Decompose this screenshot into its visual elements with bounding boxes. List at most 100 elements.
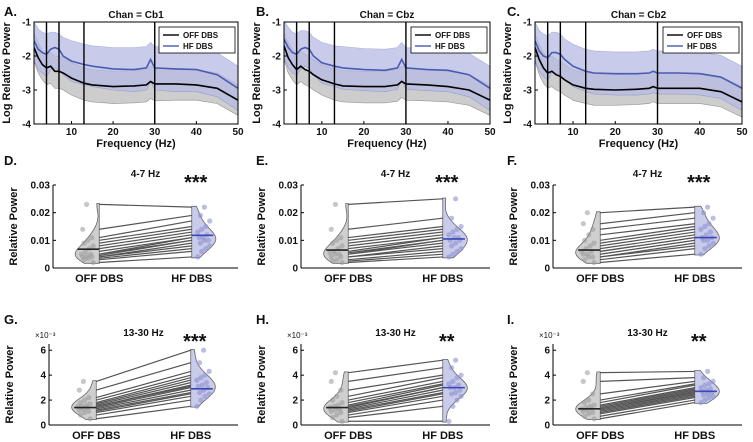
legend-label-hf: HF DBS [687, 42, 717, 51]
data-point-hf [453, 390, 459, 396]
data-point-hf [197, 360, 203, 366]
category-label-hf: HF DBS [422, 430, 463, 442]
paired-line [348, 253, 443, 262]
data-point-hf [195, 254, 201, 260]
paired-line [96, 362, 191, 391]
y-tick-label: 0 [544, 421, 550, 432]
data-point-hf [702, 246, 708, 252]
category-label-off: OFF DBS [576, 273, 624, 285]
data-point-off [88, 251, 94, 257]
data-point-hf [198, 375, 204, 381]
legend-box [662, 26, 740, 54]
y-tick-label: -2 [22, 52, 31, 63]
data-point-hf [197, 212, 203, 218]
chart-title: 13-30 Hz [375, 328, 416, 339]
data-point-off [590, 226, 596, 232]
band-hf [284, 22, 490, 111]
paired-line [96, 405, 191, 420]
data-point-off [334, 393, 340, 399]
data-point-hf [450, 251, 456, 257]
data-point-hf [706, 381, 712, 387]
chart-title: Chan = Cb1 [108, 10, 164, 21]
data-point-hf [705, 204, 711, 210]
paired-line [348, 392, 443, 411]
paired-line [600, 399, 695, 417]
paired-line [348, 405, 443, 419]
data-point-hf [207, 218, 213, 224]
y-tick-label: 6 [40, 346, 46, 357]
paired-line [348, 395, 443, 414]
data-point-hf [703, 232, 709, 238]
chart-title: 4-7 Hz [633, 169, 662, 180]
panel-f: 0 0.01 0.02 0.03 OFF DBS HF DBS 4-7 Hz Relative… [508, 169, 742, 285]
paired-line [600, 395, 695, 414]
data-point-off [84, 253, 90, 259]
paired-line [348, 217, 443, 230]
paired-line [600, 242, 695, 258]
y-tick-label: -4 [22, 120, 31, 131]
paired-line [600, 390, 695, 410]
paired-line [348, 239, 443, 254]
data-point-hf [702, 397, 708, 403]
paired-line [348, 380, 443, 401]
paired-line [348, 367, 443, 382]
paired-line [348, 374, 443, 391]
paired-line [96, 389, 191, 410]
paired-line [96, 387, 191, 409]
paired-line [600, 396, 695, 415]
paired-line [96, 395, 191, 414]
category-label-off: OFF DBS [576, 430, 624, 442]
data-point-off [582, 413, 588, 419]
x-tick-label: 10 [66, 127, 78, 138]
panel-a: 10 20 30 40 50 -1 -2 -3 -4 Chan = Cb1 Frequency (H… [1, 10, 244, 150]
y-tick-label: -3 [22, 86, 31, 97]
data-point-off [330, 414, 336, 421]
paired-line [600, 239, 695, 255]
x-tick-label: 30 [400, 127, 412, 138]
x-tick-label: 50 [232, 127, 244, 138]
data-point-off [87, 416, 93, 422]
paired-line [96, 392, 191, 411]
data-point-hf [707, 229, 714, 235]
data-point-hf [206, 391, 212, 397]
data-point-off [328, 226, 334, 232]
y-tick-label: -2 [272, 52, 281, 63]
paired-line [348, 236, 443, 250]
paired-line [348, 383, 443, 404]
paired-line [99, 203, 192, 208]
data-point-hf [702, 223, 708, 230]
data-point-off [87, 401, 93, 407]
data-point-hf [203, 223, 209, 230]
data-point-off [335, 402, 341, 408]
legend-box [410, 26, 488, 54]
chart-title: 4-7 Hz [381, 169, 410, 180]
paired-line [348, 231, 443, 244]
panel-i: 0 2 4 6 OFF DBS HF DBS 13-30 Hz Relative Power ×… [508, 328, 742, 442]
paired-line [348, 198, 443, 205]
panel-b: 10 20 30 40 50 -1 -2 -3 -4 Chan = Cbz Frequency (H… [251, 10, 496, 150]
data-point-off [334, 237, 340, 243]
x-tick-label: 40 [694, 127, 706, 138]
data-point-hf [455, 382, 461, 388]
data-point-off [332, 201, 338, 207]
data-point-off [90, 259, 96, 266]
data-point-off [587, 403, 593, 409]
data-point-hf [698, 385, 704, 391]
x-tick-label: 20 [358, 127, 370, 138]
data-point-off [338, 387, 344, 393]
y-tick-label: 4 [544, 371, 550, 382]
significance-marker: ** [439, 331, 455, 353]
data-point-off [334, 412, 340, 418]
mean-line-hf [34, 40, 238, 89]
y-tick-label: 6 [544, 346, 550, 357]
category-label-hf: HF DBS [171, 273, 212, 285]
paired-line [600, 212, 695, 225]
data-point-off [330, 240, 336, 246]
data-point-hf [706, 243, 712, 249]
data-point-hf [454, 248, 460, 254]
paired-line [600, 225, 695, 241]
paired-line [99, 236, 192, 252]
x-tick-label: 40 [191, 127, 203, 138]
data-point-hf [698, 251, 704, 257]
data-point-off [90, 243, 96, 249]
